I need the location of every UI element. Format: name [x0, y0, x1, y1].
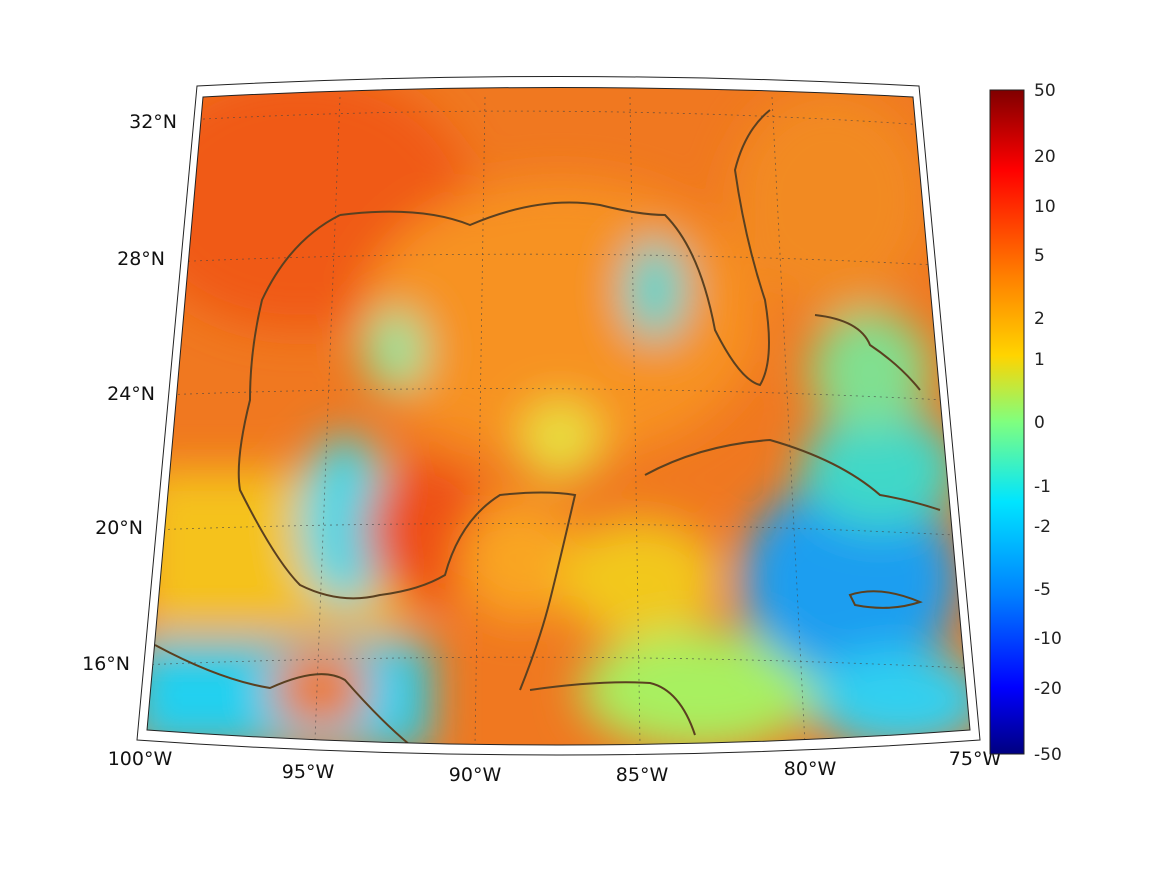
colorbar-tick-label: -5	[1034, 580, 1051, 600]
lon-label: 75°W	[949, 748, 1002, 770]
lat-label: 24°N	[107, 383, 155, 405]
lon-label: 85°W	[616, 764, 669, 786]
lon-label: 80°W	[784, 758, 837, 780]
colorbar-tick-label: -10	[1034, 629, 1062, 649]
colorbar-tick-label: -2	[1034, 517, 1051, 537]
colorbar: 50 20 10 5 2 1 0 -1 -2 -5 -10 -20 -50	[989, 81, 1062, 765]
latitude-labels: 32°N 28°N 24°N 20°N 16°N	[82, 111, 177, 675]
colorbar-ticks: 50 20 10 5 2 1 0 -1 -2 -5 -10 -20 -50	[1034, 81, 1062, 765]
lat-label: 16°N	[82, 653, 130, 675]
colorbar-gradient	[989, 89, 1025, 755]
colorbar-tick-label: -50	[1034, 745, 1062, 765]
colorbar-tick-label: -20	[1034, 679, 1062, 699]
lon-label: 95°W	[282, 761, 335, 783]
graticule	[147, 96, 966, 745]
longitude-labels: 100°W 95°W 90°W 85°W 80°W 75°W	[108, 748, 1002, 786]
lat-label: 20°N	[95, 517, 143, 539]
lat-label: 28°N	[117, 248, 165, 270]
colorbar-tick-label: 10	[1034, 197, 1056, 217]
lon-label: 100°W	[108, 748, 173, 770]
colorbar-tick-label: 50	[1034, 81, 1056, 101]
colorbar-tick-label: -1	[1034, 477, 1051, 497]
colorbar-tick-label: 1	[1034, 350, 1045, 370]
coastlines	[154, 109, 941, 745]
lon-label: 90°W	[449, 764, 502, 786]
map-frame	[136, 76, 981, 756]
data-field	[147, 87, 970, 745]
colorbar-tick-label: 2	[1034, 309, 1045, 329]
colorbar-tick-label: 20	[1034, 147, 1056, 167]
colorbar-tick-label: 0	[1034, 413, 1045, 433]
lat-label: 32°N	[129, 111, 177, 133]
colorbar-tick-label: 5	[1034, 246, 1045, 266]
